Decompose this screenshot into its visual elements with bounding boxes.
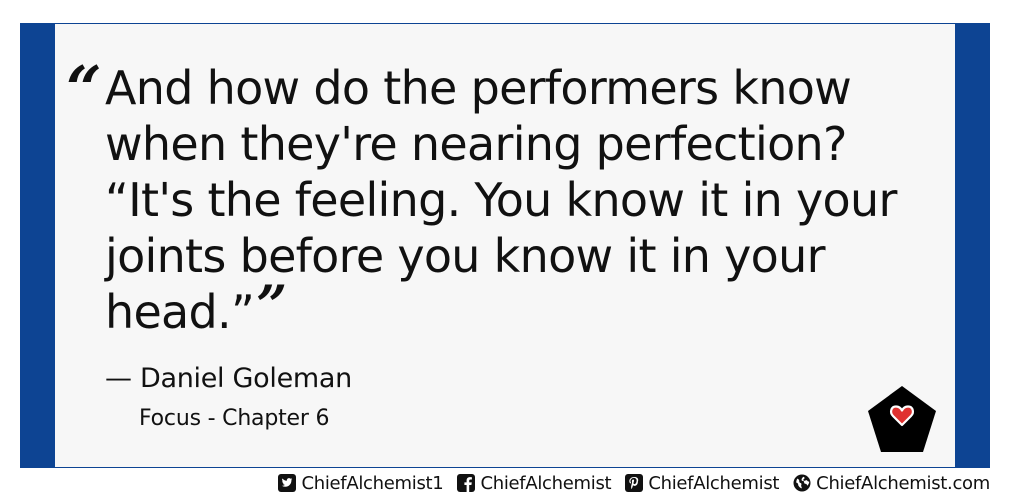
website-link[interactable]: ChiefAlchemist.com	[793, 473, 990, 494]
website-url: ChiefAlchemist.com	[816, 472, 990, 494]
heart-badge-icon	[868, 386, 936, 452]
twitter-icon	[278, 474, 297, 492]
quote-panel	[55, 24, 955, 467]
facebook-link[interactable]: ChiefAlchemist	[457, 472, 612, 494]
pinterest-link[interactable]: ChiefAlchemist	[625, 473, 779, 494]
pinterest-icon	[625, 474, 644, 492]
twitter-link[interactable]: ChiefAlchemist1	[278, 472, 444, 494]
open-quote-mark: “	[66, 52, 102, 125]
facebook-icon	[457, 474, 476, 492]
quote-source: Focus - Chapter 6	[139, 406, 330, 431]
facebook-handle: ChiefAlchemist	[480, 472, 612, 494]
quote-author: — Daniel Goleman	[105, 363, 352, 394]
close-quote-mark: ”	[256, 273, 288, 337]
quote-text: And how do the performers know when they…	[105, 61, 897, 339]
quote-card	[20, 23, 990, 468]
globe-icon	[793, 474, 811, 492]
pinterest-handle: ChiefAlchemist	[648, 472, 780, 494]
twitter-handle: ChiefAlchemist1	[301, 472, 444, 494]
social-footer: ChiefAlchemist1 ChiefAlchemist ChiefAlch…	[278, 470, 990, 496]
quote-text-block: And how do the performers know when they…	[105, 60, 925, 340]
